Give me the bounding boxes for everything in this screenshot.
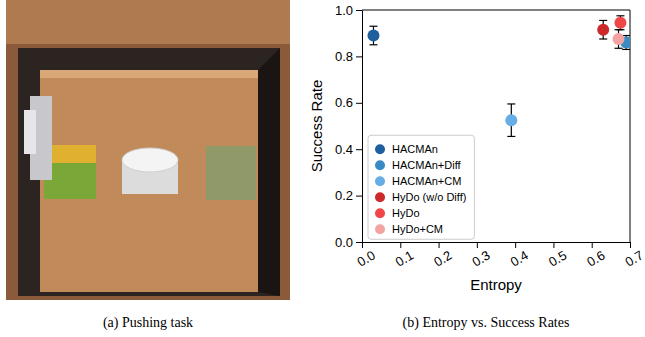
x-tick: 0.7 — [623, 242, 645, 270]
legend-box — [368, 135, 474, 239]
tick-label: 0.7 — [623, 248, 645, 270]
y-tick: 0.6 — [335, 95, 362, 110]
error-cap — [615, 48, 623, 49]
tick-mark — [356, 242, 362, 243]
tick-mark — [356, 56, 362, 57]
table-wall — [18, 48, 280, 296]
tick-mark — [630, 242, 631, 248]
error-cap — [599, 38, 607, 39]
tick-label: 0.0 — [355, 248, 378, 270]
tick-label: 0.6 — [335, 95, 353, 110]
caption: (a) Pushing task — [103, 315, 193, 331]
point — [367, 30, 379, 42]
legend-marker — [375, 208, 385, 218]
x-tick: 0.3 — [469, 242, 492, 270]
x-tick: 0.5 — [546, 242, 569, 270]
y-tick: 0.2 — [335, 188, 362, 203]
axis-line — [362, 11, 363, 243]
x-tick: 0.4 — [508, 242, 531, 270]
x-tick: 0.2 — [431, 242, 454, 270]
figure: (a) Pushing task 0.0 0.1 0.2 0.3 0.4 0.5 0.6 0.7… — [0, 0, 645, 337]
y-tick: 1.0 — [335, 3, 362, 18]
tick-mark — [553, 242, 554, 248]
tick-mark — [400, 242, 401, 248]
chart-title: (b) Entropy vs. Success Rates — [403, 315, 570, 331]
x-axis-title: Entropy — [470, 276, 522, 293]
legend-label: HyDo (w/o Diff) — [392, 191, 466, 203]
tick-label: 0.0 — [335, 235, 353, 250]
side-wall — [258, 48, 280, 296]
back-floor — [6, 0, 290, 44]
floor — [6, 0, 290, 300]
x-tick: 0.1 — [393, 242, 416, 270]
y-axis-title: Success Rate — [308, 80, 325, 173]
tick-label: 0.4 — [335, 142, 353, 157]
tick-mark — [356, 149, 362, 150]
y-tick: 0.0 — [335, 235, 362, 250]
tick-mark — [515, 242, 516, 248]
tick-label: 0.2 — [431, 248, 454, 270]
marks — [367, 16, 630, 137]
tick-mark — [356, 103, 362, 104]
error-cap — [369, 44, 377, 45]
error-cap — [616, 15, 624, 16]
tick-label: 0.5 — [546, 248, 569, 270]
error-cap — [369, 26, 377, 27]
legend-marker — [375, 160, 385, 170]
tick-mark — [356, 196, 362, 197]
tick-mark — [362, 242, 363, 248]
y-tick: 0.8 — [335, 49, 362, 64]
error-cap — [622, 49, 630, 50]
y-tick: 0.4 — [335, 142, 362, 157]
robot-gripper — [24, 110, 36, 154]
point — [614, 17, 626, 29]
tick-mark — [356, 10, 362, 11]
x-tick: 0.6 — [584, 242, 607, 270]
error-cap — [599, 20, 607, 21]
cube-right — [206, 146, 256, 200]
tick-mark — [592, 242, 593, 248]
error-cap — [507, 136, 515, 137]
axis-line — [363, 242, 631, 243]
legend-label: HACMAn+Diff — [392, 159, 462, 171]
x-tick: 0.0 — [355, 242, 378, 270]
legend-marker — [375, 224, 385, 234]
tick-label: 0.4 — [508, 248, 531, 270]
scene — [6, 0, 290, 300]
tick-label: 0.6 — [584, 248, 607, 270]
legend-marker — [375, 176, 385, 186]
point — [597, 24, 609, 36]
plot-frame — [362, 10, 630, 242]
x-axis: 0.0 0.1 0.2 0.3 0.4 0.5 0.6 0.7 — [355, 242, 645, 270]
legend-label: HyDo+CM — [392, 223, 443, 235]
legend-label: HACMAn — [392, 143, 438, 155]
point — [505, 114, 517, 126]
tick-mark — [477, 242, 478, 248]
legend-marker — [375, 144, 385, 154]
tick-label: 0.3 — [469, 248, 492, 270]
cylinder-top — [122, 148, 178, 172]
legend-marker — [375, 192, 385, 202]
legend: HACMAn HACMAn+Diff HACMAn+CM HyDo (w/o Diff… — [368, 135, 474, 239]
error-cap — [507, 103, 515, 104]
error-cap — [615, 29, 623, 30]
tick-label: 0.1 — [393, 248, 416, 270]
table-edge — [40, 70, 258, 78]
legend-label: HACMAn+CM — [392, 175, 461, 187]
tick-label: 0.8 — [335, 49, 353, 64]
legend-label: HyDo — [392, 207, 420, 219]
tick-mark — [439, 242, 440, 248]
tick-label: 0.2 — [335, 188, 353, 203]
tick-label: 1.0 — [335, 3, 353, 18]
point — [613, 33, 625, 45]
table-top — [40, 70, 258, 292]
y-axis: 0.0 0.2 0.4 0.6 0.8 1.0 — [335, 3, 363, 250]
